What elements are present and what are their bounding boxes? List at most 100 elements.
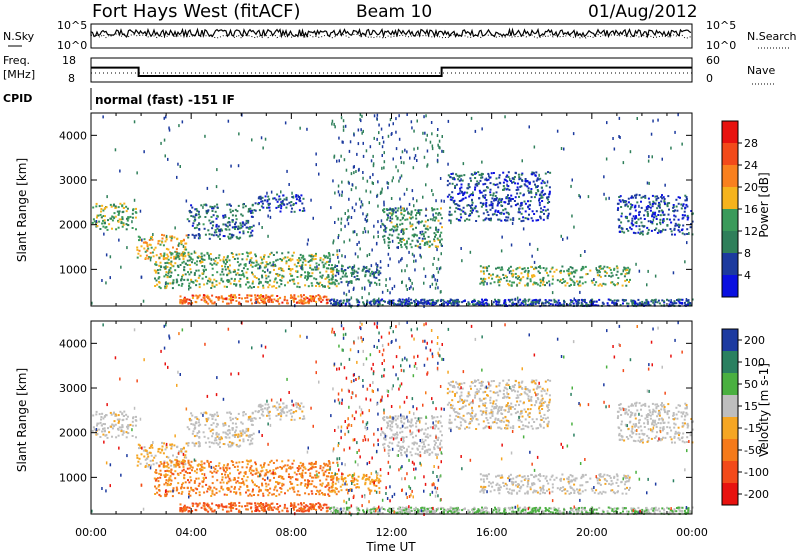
power-cell (584, 265, 587, 268)
power-cell (118, 238, 120, 242)
power-cell (485, 199, 488, 201)
power-cell (537, 266, 540, 268)
velocity-cell (172, 454, 174, 457)
power-cell (248, 209, 251, 212)
power-cell (213, 278, 216, 281)
power-cell (180, 243, 183, 246)
power-cell (414, 303, 416, 306)
power-cell (111, 227, 113, 230)
power-cell (523, 193, 525, 196)
power-cell (657, 214, 660, 216)
velocity-cell (266, 414, 268, 417)
velocity-cell (218, 490, 221, 493)
power-cell (260, 136, 263, 140)
power-cell (585, 302, 588, 305)
power-cell (485, 209, 488, 211)
power-cell (524, 301, 527, 304)
power-cell (221, 229, 223, 232)
power-cell (542, 193, 545, 196)
power-cell (573, 284, 576, 286)
power-cell (652, 299, 655, 302)
power-cell (172, 281, 174, 285)
power-cell (654, 195, 657, 198)
power-cell (531, 210, 534, 213)
power-cell (533, 213, 536, 215)
power-cell (176, 175, 178, 179)
power-cell (553, 301, 556, 303)
power-cell (208, 219, 211, 222)
velocity-cell (107, 427, 109, 430)
power-cell (425, 183, 427, 187)
power-cell (433, 216, 436, 219)
velocity-cell (222, 468, 225, 471)
velocity-cell (228, 429, 231, 432)
power-cell (398, 260, 400, 264)
velocity-cell (196, 417, 199, 420)
velocity-cell (174, 477, 177, 480)
power-cell (298, 209, 301, 212)
power-cell (670, 230, 673, 233)
velocity-cell (299, 483, 302, 486)
velocity-cell (211, 471, 214, 474)
power-cell (510, 243, 513, 247)
power-cell (611, 281, 614, 284)
power-cell (338, 159, 340, 163)
velocity-cell (328, 495, 331, 497)
power-cell (241, 221, 244, 224)
velocity-cell (202, 466, 204, 469)
power-cell (545, 184, 548, 187)
power-cell (684, 199, 687, 202)
power-cell (392, 122, 394, 126)
power-cell (542, 283, 544, 286)
velocity-cell (211, 475, 214, 478)
power-cell (207, 279, 209, 282)
power-cell (514, 272, 517, 275)
power-cell (483, 196, 486, 199)
power-cell (316, 265, 318, 269)
power-cell (221, 265, 223, 268)
velocity-cell (211, 435, 214, 438)
power-cell (486, 269, 489, 272)
velocity-cell (184, 463, 187, 466)
power-cell (571, 300, 573, 303)
power-cell (174, 250, 177, 253)
velocity-cell (230, 444, 233, 447)
power-cell (521, 172, 524, 175)
power-cell (439, 304, 442, 306)
velocity-cell (146, 453, 149, 456)
power-cell (395, 147, 398, 151)
power-cell (388, 246, 390, 249)
power-cell (635, 262, 637, 266)
power-cell (202, 223, 205, 226)
power-cell (270, 251, 273, 254)
power-cell (585, 303, 588, 306)
power-cell (366, 218, 369, 222)
power-cell (546, 271, 548, 274)
power-cell (189, 286, 192, 289)
power-cell (266, 199, 269, 202)
power-cell (601, 301, 604, 304)
power-cell (455, 207, 458, 210)
velocity-cell (178, 450, 181, 453)
power-cell (236, 237, 239, 240)
velocity-cell (315, 470, 318, 473)
velocity-cell (158, 484, 161, 487)
power-cell (174, 257, 177, 260)
power-cell (236, 257, 239, 260)
velocity-cell (197, 418, 200, 421)
power-cell (518, 282, 521, 285)
power-cell (262, 284, 265, 287)
power-cell (372, 162, 375, 166)
power-cell (245, 300, 248, 303)
power-cell (538, 204, 541, 207)
velocity-cell (317, 475, 320, 478)
power-cell (261, 196, 264, 199)
power-cell (238, 253, 241, 256)
power-cell (209, 253, 212, 255)
power-cell (551, 275, 554, 278)
power-cell (390, 221, 393, 224)
power-cell (521, 207, 524, 210)
velocity-cell (266, 489, 269, 491)
power-cell (509, 265, 512, 268)
power-cell (485, 177, 488, 181)
